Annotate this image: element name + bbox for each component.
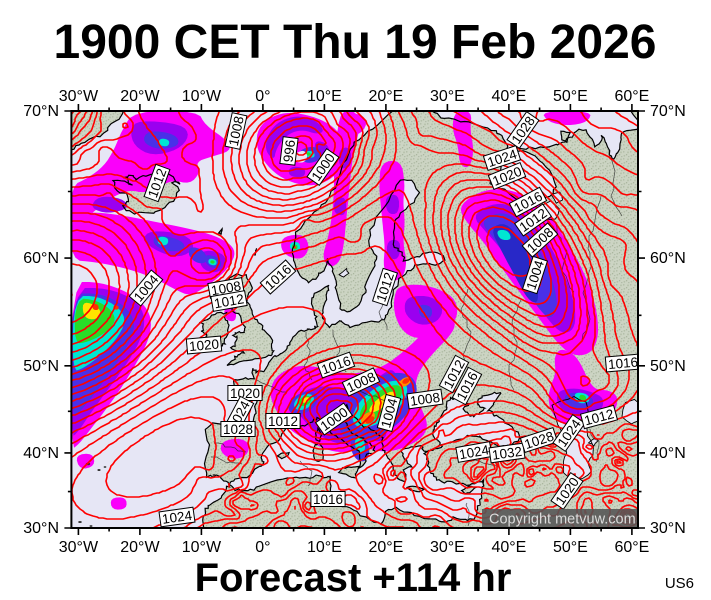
svg-text:1900 CET Thu 19 Feb 2026: 1900 CET Thu 19 Feb 2026 — [54, 16, 657, 69]
svg-text:1012: 1012 — [213, 291, 245, 311]
svg-text:30°E: 30°E — [430, 88, 465, 105]
svg-text:1008: 1008 — [226, 115, 247, 148]
svg-text:30°E: 30°E — [430, 539, 465, 556]
svg-text:40°E: 40°E — [491, 539, 526, 556]
svg-text:10°E: 10°E — [307, 539, 342, 556]
svg-text:10°W: 10°W — [182, 539, 222, 556]
svg-text:1024: 1024 — [458, 442, 491, 462]
svg-text:50°N: 50°N — [650, 358, 686, 375]
svg-text:1020: 1020 — [188, 337, 219, 355]
svg-text:10°W: 10°W — [182, 88, 222, 105]
svg-text:60°E: 60°E — [614, 88, 649, 105]
svg-text:70°N: 70°N — [650, 103, 686, 120]
svg-text:50°E: 50°E — [553, 88, 588, 105]
svg-text:20°E: 20°E — [368, 88, 403, 105]
svg-text:Copyright metvuw.com: Copyright metvuw.com — [489, 512, 636, 528]
svg-text:60°E: 60°E — [614, 539, 649, 556]
svg-text:50°N: 50°N — [23, 358, 59, 375]
svg-text:1020: 1020 — [230, 386, 260, 401]
svg-text:996: 996 — [280, 139, 298, 163]
svg-text:30°W: 30°W — [59, 539, 99, 556]
svg-text:40°N: 40°N — [23, 445, 59, 462]
svg-text:10°E: 10°E — [307, 88, 342, 105]
svg-text:20°W: 20°W — [120, 539, 160, 556]
svg-text:40°N: 40°N — [650, 445, 686, 462]
svg-text:1008: 1008 — [409, 390, 441, 409]
svg-text:30°W: 30°W — [59, 88, 99, 105]
svg-text:1012: 1012 — [583, 406, 616, 428]
svg-text:70°N: 70°N — [23, 103, 59, 120]
svg-text:1032: 1032 — [491, 444, 523, 463]
svg-text:20°E: 20°E — [368, 539, 403, 556]
svg-text:30°N: 30°N — [23, 520, 59, 537]
svg-text:1012: 1012 — [268, 414, 298, 429]
svg-text:1016: 1016 — [607, 355, 638, 373]
svg-text:60°N: 60°N — [650, 250, 686, 267]
svg-text:1016: 1016 — [313, 492, 343, 507]
svg-text:30°N: 30°N — [650, 520, 686, 537]
svg-text:0°: 0° — [255, 539, 270, 556]
svg-text:US6: US6 — [665, 575, 694, 592]
svg-text:50°E: 50°E — [553, 539, 588, 556]
svg-text:1024: 1024 — [161, 508, 193, 527]
svg-text:40°E: 40°E — [491, 88, 526, 105]
svg-text:20°W: 20°W — [120, 88, 160, 105]
svg-text:Forecast +114 hr: Forecast +114 hr — [195, 556, 512, 600]
svg-text:60°N: 60°N — [23, 250, 59, 267]
svg-text:1028: 1028 — [223, 422, 253, 437]
svg-text:0°: 0° — [255, 88, 270, 105]
